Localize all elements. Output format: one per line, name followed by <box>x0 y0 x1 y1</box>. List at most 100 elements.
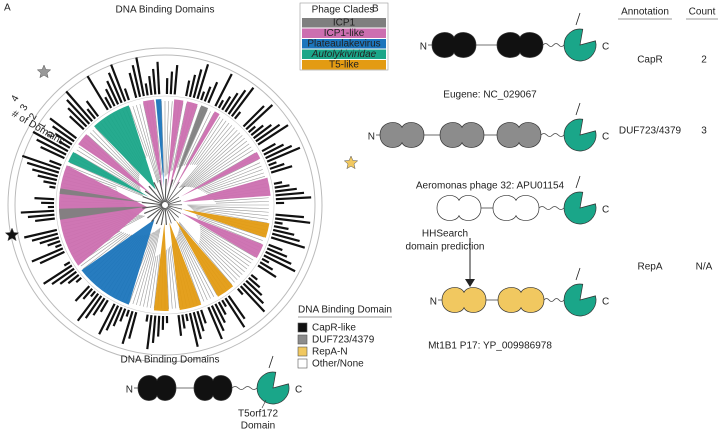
domain-bar <box>252 124 272 140</box>
tree-branch <box>78 146 141 189</box>
tree-branch <box>200 234 245 273</box>
column-header: Count <box>689 7 716 18</box>
ring <box>14 54 316 356</box>
tree-branch <box>189 116 221 165</box>
tree-branch <box>199 238 241 278</box>
legend-swatch <box>302 39 386 49</box>
clade-wedge <box>142 99 163 188</box>
domain-bar <box>185 80 191 97</box>
tree-root <box>166 207 176 222</box>
clade-wedge <box>180 152 261 197</box>
tree-branch <box>166 249 169 309</box>
tree-root <box>142 196 163 205</box>
domain-bar <box>259 261 274 271</box>
tree-branch <box>176 105 198 168</box>
domain-bar <box>146 315 153 350</box>
axis-tick-label: 2 <box>27 111 40 122</box>
domain-bar <box>217 301 227 316</box>
domain-bar <box>43 264 73 285</box>
c-terminal-domain <box>256 371 290 405</box>
domain-bar <box>263 143 285 156</box>
panel-label: A <box>4 3 11 14</box>
domain-bar <box>275 217 311 224</box>
annotation: CapR <box>637 55 663 66</box>
domain-bar <box>270 165 293 174</box>
domain-bar <box>156 61 161 95</box>
count: 3 <box>701 126 707 137</box>
tree-branch <box>169 247 177 309</box>
tree-root <box>153 182 165 203</box>
tree-branch <box>197 159 259 190</box>
domain-bar <box>188 74 197 98</box>
tree-branch <box>204 172 265 193</box>
legend-label: CapR-like <box>312 323 356 334</box>
c-terminus: C <box>602 205 609 216</box>
tree-root <box>161 207 165 226</box>
tree-branch <box>199 224 256 258</box>
domain-bar <box>268 243 283 252</box>
tree-branch <box>136 229 159 306</box>
legend-swatch <box>297 334 308 345</box>
tree-branch <box>202 169 263 192</box>
domain-bar <box>214 73 233 107</box>
tree-branch <box>191 146 252 188</box>
tree-root <box>144 205 163 215</box>
tree-branch <box>132 105 159 184</box>
tree-branch <box>196 214 265 238</box>
tree-branch <box>194 120 227 165</box>
domain-bar <box>39 236 60 245</box>
n-terminus: N <box>126 385 133 396</box>
tree-branch <box>166 101 173 175</box>
cut-mark <box>575 267 581 281</box>
dna-binding-domain <box>441 287 487 313</box>
domain-bar <box>275 191 305 197</box>
tree-root <box>164 178 167 203</box>
dna-binding-domain <box>496 122 542 148</box>
domain-bar <box>210 305 225 332</box>
legend-swatch <box>297 322 308 333</box>
domain-bar <box>92 297 106 316</box>
domain-bar <box>230 87 255 118</box>
tree-branch <box>178 232 211 299</box>
domain-bar <box>32 130 69 153</box>
domain-bar <box>217 99 225 109</box>
tree-branch <box>146 256 157 308</box>
tree-branch <box>167 248 173 309</box>
domain-bar <box>84 295 103 319</box>
domain-bar <box>31 232 59 242</box>
star <box>4 227 20 242</box>
tree-branch <box>196 122 230 165</box>
domain-bar <box>268 161 277 167</box>
tree-branch <box>153 101 163 176</box>
domain-bar <box>245 279 263 296</box>
domain-label: T5orf172 <box>238 409 278 420</box>
tree-branch <box>178 221 233 285</box>
domain-bar <box>263 254 296 273</box>
tree-branch <box>87 135 140 182</box>
dna-binding-domain <box>379 122 425 148</box>
tree-root <box>167 205 183 210</box>
domain-bar <box>144 83 149 96</box>
domain-bar <box>236 288 244 296</box>
legend-label: ICP1-like <box>324 28 365 39</box>
domain-bar <box>27 213 55 219</box>
domain-bar <box>250 273 258 281</box>
tree-root <box>141 202 163 206</box>
domain-bar <box>49 159 62 167</box>
annotation: RepA <box>637 262 662 273</box>
construct-name: Aeromonas phage 32: APU01154 <box>416 181 565 192</box>
legend-title: Phage Clades <box>312 5 375 16</box>
tree-branch <box>179 125 233 189</box>
domain-bar <box>270 236 306 249</box>
domain-bar <box>49 185 56 189</box>
domain-bar <box>200 91 206 101</box>
domain-bar <box>65 90 94 122</box>
domain-bar <box>269 162 285 170</box>
cut-mark <box>575 175 581 189</box>
dna-binding-domain <box>431 32 477 58</box>
domain-bar <box>110 64 127 102</box>
tree-branch <box>178 229 218 296</box>
domain-bar <box>90 290 97 298</box>
domain-bar <box>242 282 265 305</box>
